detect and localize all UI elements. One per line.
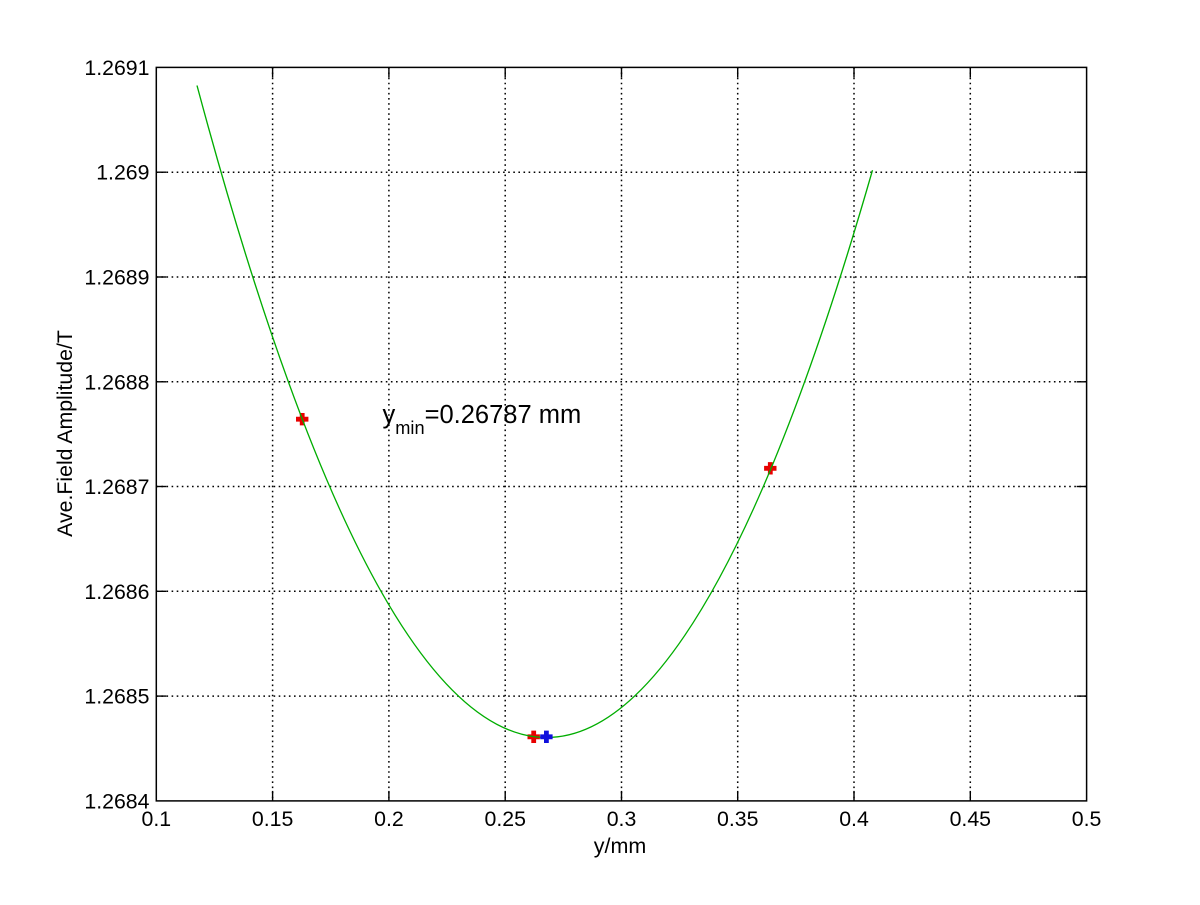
- svg-text:0.2: 0.2: [374, 807, 404, 831]
- svg-text:1.2687: 1.2687: [84, 475, 149, 499]
- svg-text:0.25: 0.25: [484, 807, 525, 831]
- svg-text:0.5: 0.5: [1072, 807, 1102, 831]
- svg-text:0.45: 0.45: [950, 807, 991, 831]
- svg-text:1.2688: 1.2688: [84, 370, 149, 394]
- svg-text:1.2685: 1.2685: [84, 685, 149, 709]
- svg-text:0.15: 0.15: [252, 807, 293, 831]
- svg-text:0.3: 0.3: [607, 807, 637, 831]
- svg-text:0.35: 0.35: [717, 807, 758, 831]
- svg-text:1.2689: 1.2689: [84, 266, 149, 290]
- svg-text:Ave.Field Amplitude/T: Ave.Field Amplitude/T: [53, 330, 77, 537]
- svg-text:ymin=0.26787 mm: ymin=0.26787 mm: [383, 401, 582, 438]
- svg-text:0.4: 0.4: [839, 807, 869, 831]
- svg-text:0.1: 0.1: [141, 807, 171, 831]
- svg-text:y/mm: y/mm: [594, 834, 647, 858]
- svg-text:1.2684: 1.2684: [84, 789, 149, 813]
- svg-text:1.269: 1.269: [96, 161, 149, 185]
- svg-text:1.2686: 1.2686: [84, 580, 149, 604]
- svg-text:1.2691: 1.2691: [84, 56, 149, 80]
